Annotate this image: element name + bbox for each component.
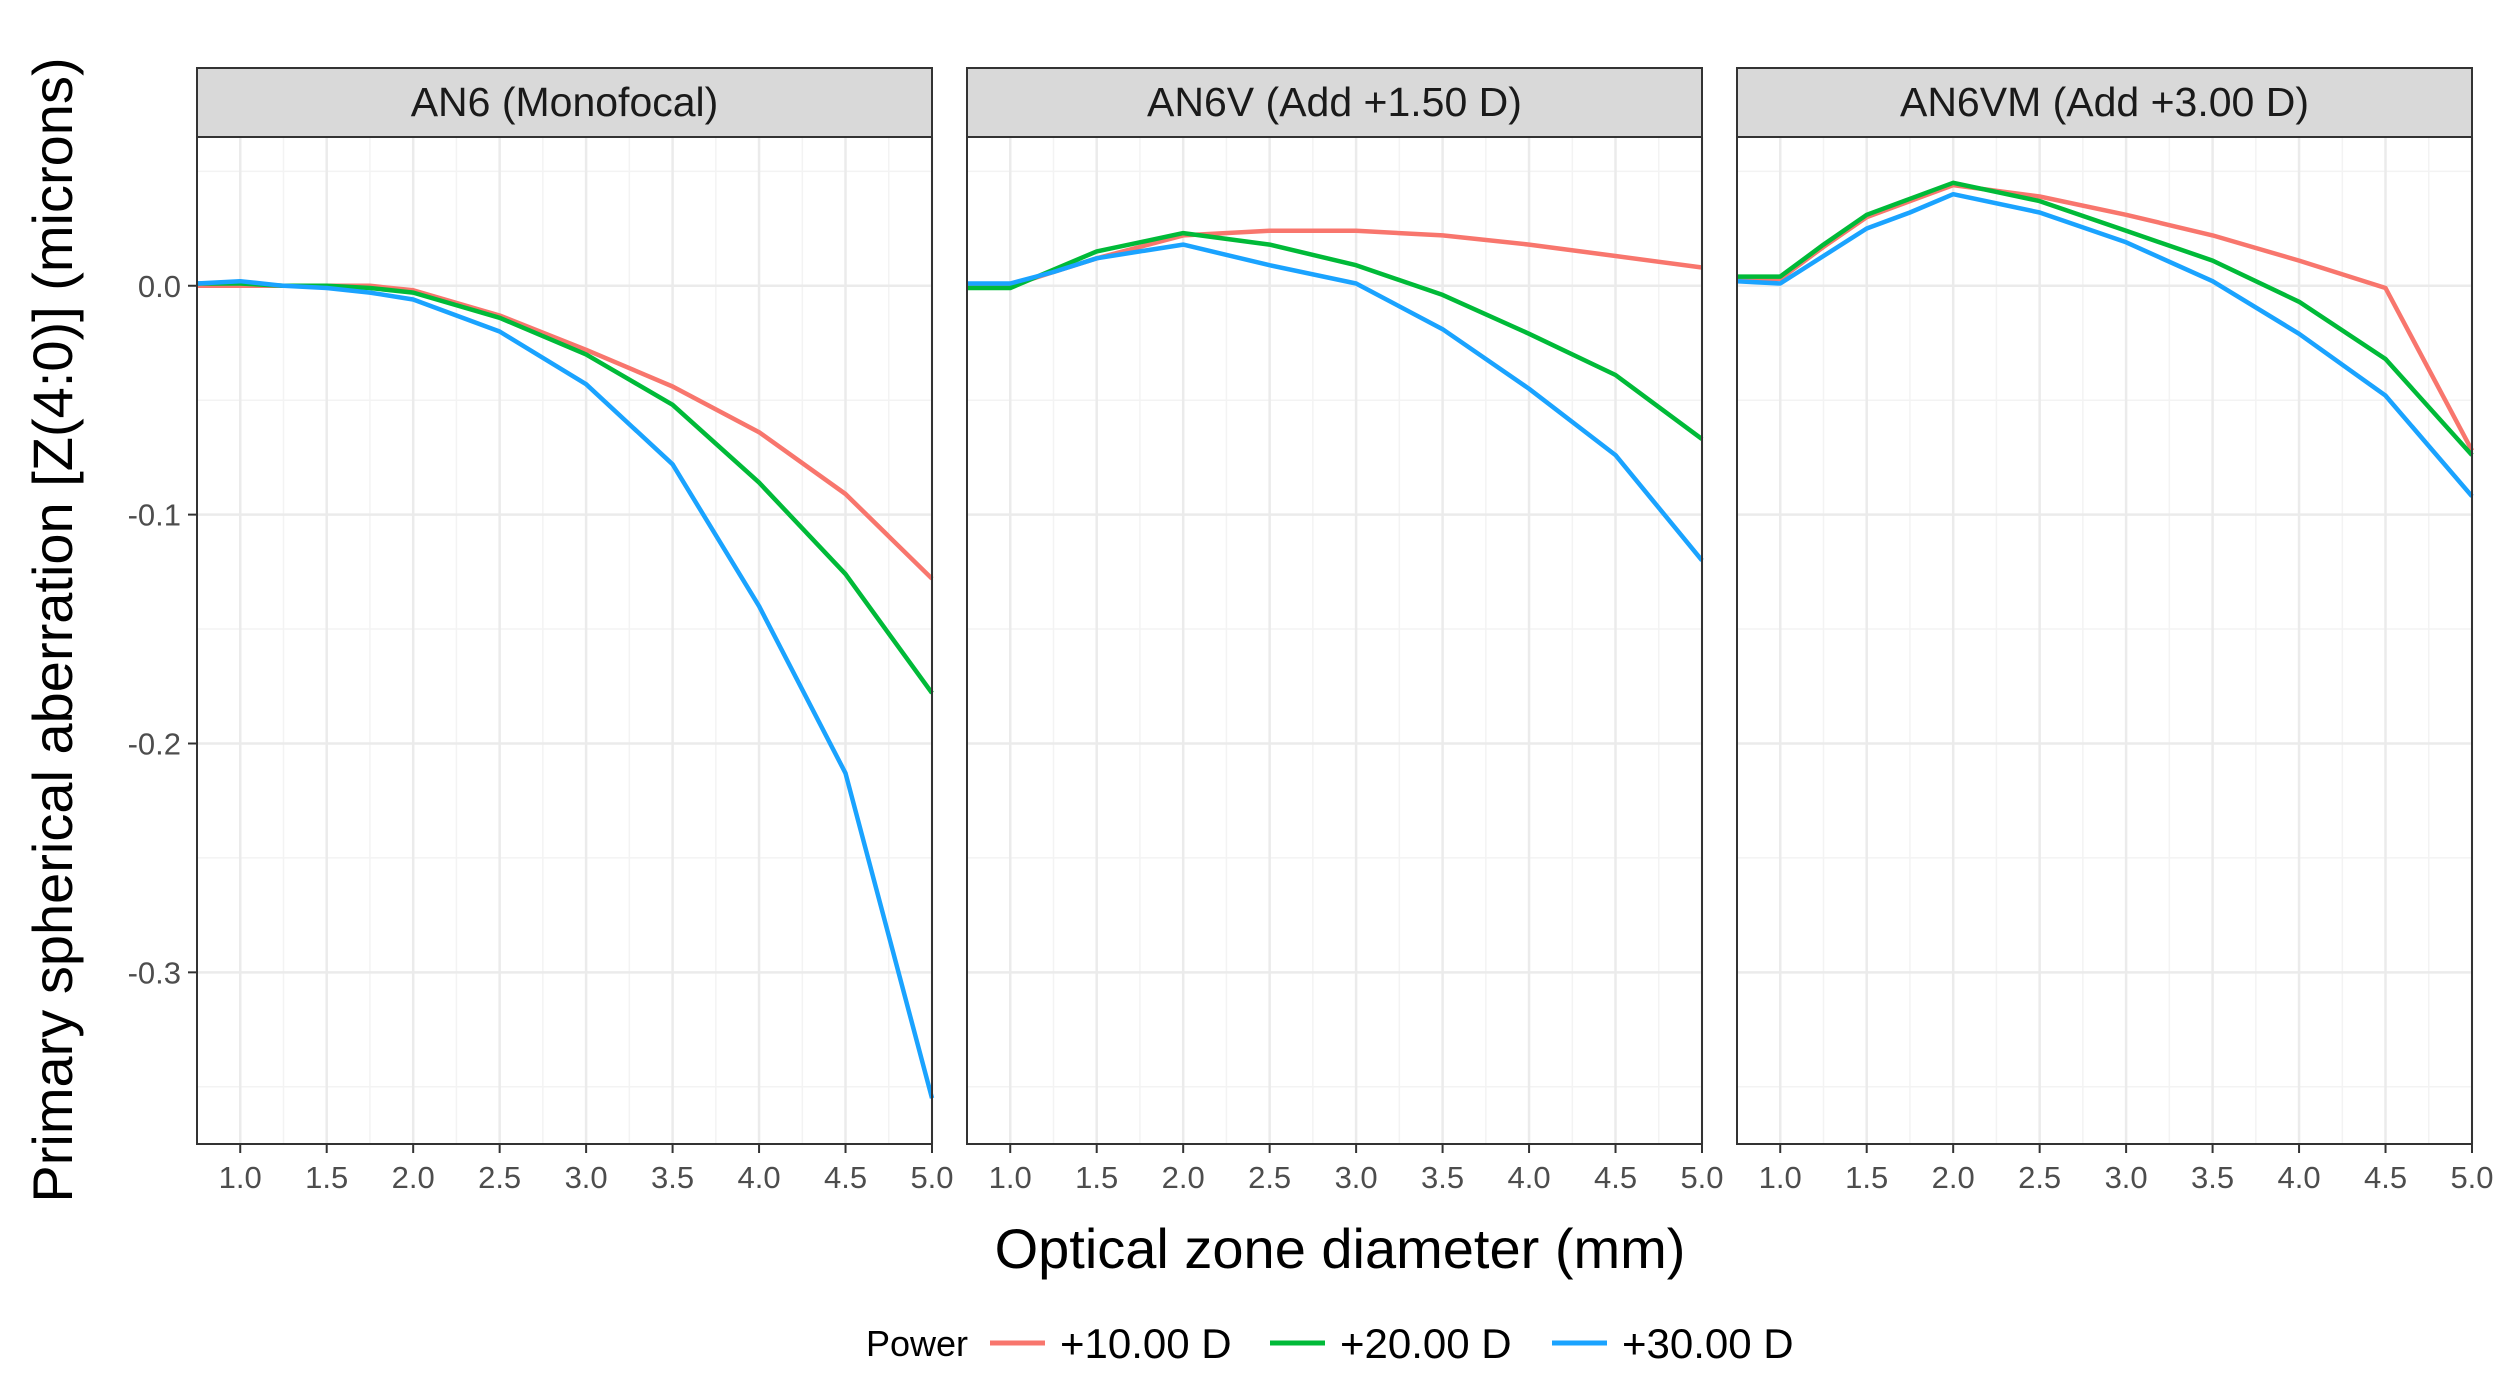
series-line-3000	[967, 242, 1704, 562]
y-tick-label: 0.0	[138, 269, 181, 304]
x-tick-label: 1.5	[1845, 1160, 1888, 1195]
legend-entry: +10.00 D	[990, 1320, 1232, 1367]
legend-entry: +30.00 D	[1552, 1320, 1794, 1367]
x-tick-label: 3.0	[2105, 1160, 2148, 1195]
plot-background	[967, 137, 1702, 1144]
y-tick-label: -0.3	[128, 955, 181, 990]
x-tick-label: 5.0	[2450, 1160, 2493, 1195]
x-tick-label: 3.0	[1335, 1160, 1378, 1195]
x-tick-label: 4.5	[824, 1160, 867, 1195]
legend-label: +10.00 D	[1060, 1320, 1232, 1367]
x-tick-label: 5.0	[910, 1160, 953, 1195]
y-axis: 0.0 -0.1 -0.2 -0.3	[128, 269, 197, 990]
legend-label: +20.00 D	[1340, 1320, 1512, 1367]
panel-2: AN6V (Add +1.50 D) 1.0 1.5 2.0 2.5 3.0 3.5 4.0 4…	[966, 67, 1724, 1195]
x-tick-label: 1.0	[989, 1160, 1032, 1195]
x-tick-label: 1.5	[305, 1160, 348, 1195]
x-tick-label: 4.5	[1594, 1160, 1637, 1195]
x-tick-label: 3.5	[651, 1160, 694, 1195]
panel-border	[196, 136, 933, 1145]
x-tick-label: 1.5	[1075, 1160, 1118, 1195]
legend-entry: +20.00 D	[1270, 1320, 1512, 1367]
y-axis-label: Primary spherical aberration [Z(4:0)] (m…	[21, 57, 84, 1202]
x-tick-label: 1.0	[1759, 1160, 1802, 1195]
facet-title: AN6V (Add +1.50 D)	[1147, 79, 1522, 125]
x-tick-label: 2.0	[1932, 1160, 1975, 1195]
x-tick-label: 4.0	[1508, 1160, 1551, 1195]
x-tick-label: 4.0	[738, 1160, 781, 1195]
panels-layer: AN6 (Monofocal) 1.0 1.5 2.0 2.5 3.0 3.5 4.0 4.5 5…	[196, 67, 2494, 1195]
x-tick-label: 1.0	[219, 1160, 262, 1195]
panel-border	[966, 136, 1703, 1145]
facet-title: AN6VM (Add +3.00 D)	[1900, 79, 2309, 125]
x-tick-label: 3.5	[2191, 1160, 2234, 1195]
panel-border	[1736, 136, 2473, 1145]
x-tick-label: 4.5	[2364, 1160, 2407, 1195]
panel-3: AN6VM (Add +3.00 D) 1.0 1.5 2.0 2.5 3.0 3.5 4.0…	[1736, 67, 2494, 1195]
legend-label: +30.00 D	[1622, 1320, 1794, 1367]
panel-1: AN6 (Monofocal) 1.0 1.5 2.0 2.5 3.0 3.5 4.0 4.5 5…	[196, 67, 954, 1195]
y-tick-label: -0.1	[128, 498, 181, 533]
x-tick-label: 2.0	[1162, 1160, 1205, 1195]
series-line-2000	[1737, 180, 2474, 457]
x-tick-label: 2.5	[1248, 1160, 1291, 1195]
x-tick-label: 2.0	[392, 1160, 435, 1195]
x-tick-label: 3.0	[565, 1160, 608, 1195]
facet-title: AN6 (Monofocal)	[411, 79, 719, 125]
series-line-3000	[1736, 191, 2474, 498]
legend-title: Power	[866, 1323, 968, 1364]
x-tick-label: 3.5	[1421, 1160, 1464, 1195]
x-tick-label: 4.0	[2278, 1160, 2321, 1195]
x-tick-label: 2.5	[478, 1160, 521, 1195]
facet-strip	[1736, 67, 2473, 138]
facet-strip	[196, 67, 933, 138]
y-tick-label: -0.2	[128, 726, 181, 761]
series-line-3000	[196, 278, 935, 1099]
legend: Power +10.00 D +20.00 D +30.00 D	[866, 1320, 1794, 1367]
facet-strip	[966, 67, 1703, 138]
plot-background	[1737, 137, 2472, 1144]
x-tick-label: 2.5	[2018, 1160, 2061, 1195]
x-axis-label: Optical zone diameter (mm)	[995, 1217, 1686, 1280]
x-tick-label: 5.0	[1680, 1160, 1723, 1195]
plot-background	[197, 137, 932, 1144]
